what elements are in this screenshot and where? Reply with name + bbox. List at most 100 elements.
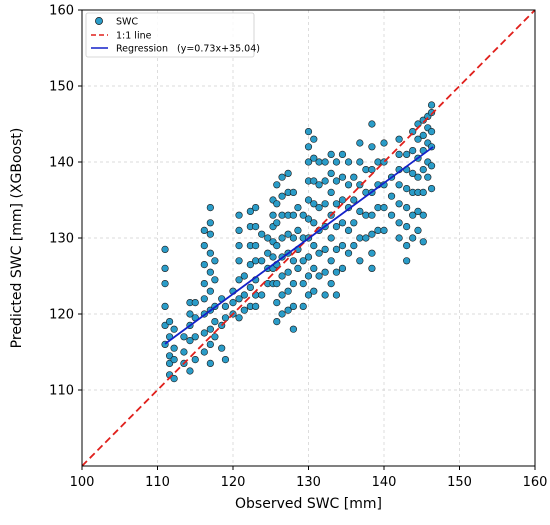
legend-label-regression: Regression (y=0.73x+35.04) xyxy=(116,44,260,55)
data-point xyxy=(235,242,243,250)
data-point xyxy=(380,226,388,234)
data-point xyxy=(409,147,417,155)
x-tick-label: 110 xyxy=(145,475,170,490)
data-point xyxy=(200,226,208,234)
data-point xyxy=(304,158,313,166)
data-point xyxy=(161,302,169,311)
data-point xyxy=(235,276,243,284)
data-point xyxy=(206,340,214,349)
data-point xyxy=(344,158,353,166)
data-point xyxy=(252,223,260,231)
data-point xyxy=(170,356,178,364)
data-point xyxy=(344,181,353,189)
data-point xyxy=(338,173,347,181)
data-point xyxy=(299,257,307,265)
x-tick-label: 130 xyxy=(296,475,321,490)
data-point xyxy=(332,177,341,185)
y-tick-label: 120 xyxy=(49,308,74,323)
data-point xyxy=(310,200,318,208)
axis-ticks: 100 110 120 130 140 150 160 110 120 130 140 150 160 xyxy=(49,4,547,491)
data-point xyxy=(350,219,358,227)
data-point xyxy=(289,257,298,265)
data-point xyxy=(211,257,219,265)
legend-box xyxy=(85,12,255,58)
reference-lines xyxy=(82,10,535,466)
data-point xyxy=(273,242,281,250)
data-point xyxy=(374,226,382,234)
data-point xyxy=(278,272,286,280)
data-point xyxy=(200,280,208,288)
data-point xyxy=(414,207,422,215)
data-point xyxy=(200,329,208,337)
data-point xyxy=(289,188,298,196)
data-point xyxy=(368,230,376,238)
data-point xyxy=(350,242,358,250)
data-point xyxy=(273,219,281,227)
data-point xyxy=(299,211,307,219)
data-point xyxy=(356,234,364,242)
data-point xyxy=(374,204,382,212)
data-point xyxy=(332,291,341,299)
data-point xyxy=(269,253,277,261)
data-point xyxy=(229,299,237,307)
data-point xyxy=(221,314,230,322)
data-point xyxy=(278,211,286,219)
data-point xyxy=(304,253,313,261)
data-point xyxy=(304,215,313,223)
data-point xyxy=(206,359,214,368)
data-point xyxy=(427,108,436,117)
data-point xyxy=(395,181,403,189)
y-tick-label: 140 xyxy=(49,156,74,171)
data-point xyxy=(332,158,341,166)
y-tick-label: 160 xyxy=(49,4,74,19)
data-point xyxy=(211,333,219,341)
data-point xyxy=(221,302,230,311)
data-point xyxy=(427,101,436,109)
x-tick-label: 160 xyxy=(523,475,548,490)
data-point xyxy=(419,211,427,219)
data-point xyxy=(206,204,214,212)
data-point xyxy=(269,211,277,219)
data-point xyxy=(338,196,347,204)
data-point xyxy=(289,211,298,219)
y-tick-label: 110 xyxy=(49,384,74,399)
data-point xyxy=(327,150,335,158)
data-point xyxy=(246,261,254,269)
data-point xyxy=(235,295,243,303)
data-point xyxy=(161,280,169,288)
data-point xyxy=(321,291,329,299)
legend: SWC 1:1 line Regression (y=0.73x+35.04) xyxy=(85,12,260,58)
data-point xyxy=(304,291,313,299)
data-point xyxy=(240,291,248,299)
data-point xyxy=(362,234,370,242)
data-point xyxy=(350,196,358,204)
data-point xyxy=(310,287,318,295)
data-point xyxy=(395,150,403,158)
data-point xyxy=(304,143,313,151)
data-point xyxy=(211,318,219,326)
data-point xyxy=(387,211,396,219)
data-point xyxy=(289,280,298,288)
data-point xyxy=(419,188,427,196)
data-point xyxy=(327,188,335,196)
data-point xyxy=(278,291,286,299)
data-point xyxy=(180,333,188,341)
data-point xyxy=(273,299,281,307)
data-point xyxy=(338,150,347,158)
data-point xyxy=(368,143,376,151)
data-point xyxy=(395,135,403,143)
data-point xyxy=(327,234,335,242)
data-point xyxy=(368,166,376,174)
data-point xyxy=(427,162,436,170)
legend-marker-swc xyxy=(95,17,103,25)
data-point xyxy=(161,245,169,253)
legend-label-swc: SWC xyxy=(116,17,138,28)
data-point xyxy=(246,207,254,215)
data-point xyxy=(278,173,286,181)
data-point xyxy=(206,249,214,257)
data-point xyxy=(304,196,313,204)
data-point xyxy=(321,158,329,166)
data-point xyxy=(165,318,174,326)
data-point xyxy=(284,230,292,238)
data-point xyxy=(278,192,286,200)
